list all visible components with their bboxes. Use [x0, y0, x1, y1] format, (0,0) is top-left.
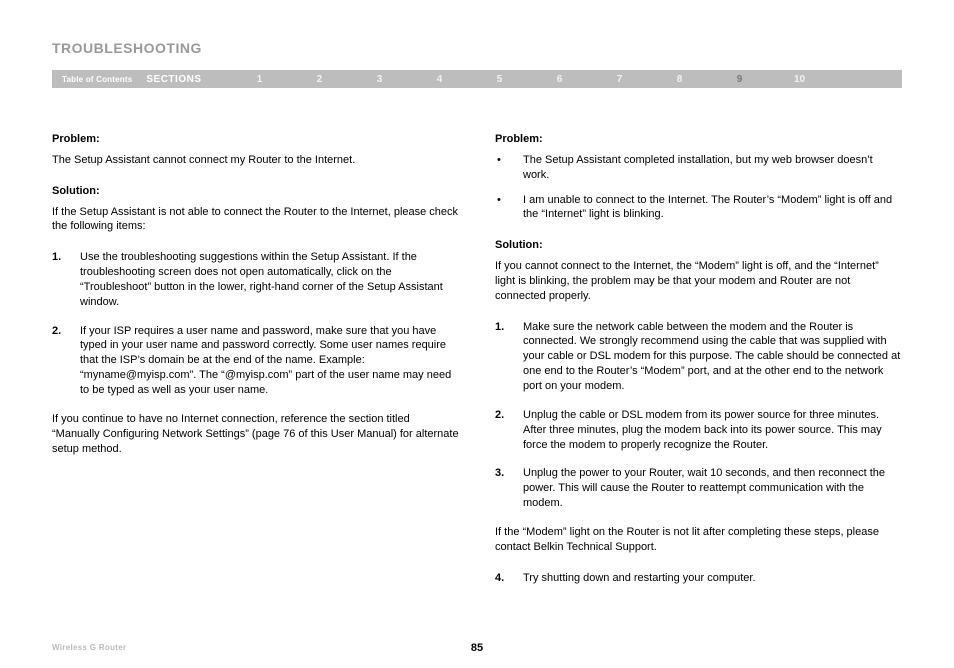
problem-heading: Problem:	[495, 132, 902, 147]
nav-section-4[interactable]: 4	[410, 74, 470, 85]
item-text: Unplug the cable or DSL modem from its p…	[523, 408, 902, 453]
sections-label: SECTIONS	[146, 74, 229, 85]
solution-list: 1. Make sure the network cable between t…	[495, 320, 902, 511]
right-column: Problem: • The Setup Assistant completed…	[495, 132, 902, 599]
item-text: Unplug the power to your Router, wait 10…	[523, 466, 902, 511]
page-footer: Wireless G Router 85	[52, 643, 902, 652]
page-title: TROUBLESHOOTING	[52, 40, 902, 56]
solution-intro: If you cannot connect to the Internet, t…	[495, 259, 902, 304]
nav-section-10[interactable]: 10	[770, 74, 830, 85]
solution-heading: Solution:	[495, 238, 902, 253]
list-item: 1. Make sure the network cable between t…	[495, 320, 902, 394]
nav-section-8[interactable]: 8	[650, 74, 710, 85]
bullet-text: The Setup Assistant completed installati…	[523, 153, 902, 183]
item-text: Use the troubleshooting suggestions with…	[80, 250, 459, 309]
list-item: 2. If your ISP requires a user name and …	[52, 324, 459, 398]
section-navbar: Table of Contents SECTIONS 1 2 3 4 5 6 7…	[52, 70, 902, 88]
item-text: Make sure the network cable between the …	[523, 320, 902, 394]
item-text: If your ISP requires a user name and pas…	[80, 324, 459, 398]
item-number: 4.	[495, 571, 523, 586]
problem-text: The Setup Assistant cannot connect my Ro…	[52, 153, 459, 168]
bullet-icon: •	[495, 193, 523, 223]
product-name: Wireless G Router	[52, 643, 126, 652]
nav-section-2[interactable]: 2	[290, 74, 350, 85]
nav-section-5[interactable]: 5	[470, 74, 530, 85]
problem-heading: Problem:	[52, 132, 459, 147]
toc-link[interactable]: Table of Contents	[52, 75, 146, 84]
list-item: 2. Unplug the cable or DSL modem from it…	[495, 408, 902, 453]
nav-section-6[interactable]: 6	[530, 74, 590, 85]
nav-section-3[interactable]: 3	[350, 74, 410, 85]
problem-bullets: • The Setup Assistant completed installa…	[495, 153, 902, 222]
left-column: Problem: The Setup Assistant cannot conn…	[52, 132, 459, 599]
bullet-item: • The Setup Assistant completed installa…	[495, 153, 902, 183]
bullet-text: I am unable to connect to the Internet. …	[523, 193, 902, 223]
solution-intro: If the Setup Assistant is not able to co…	[52, 205, 459, 235]
list-item: 4. Try shutting down and restarting your…	[495, 571, 902, 586]
page-number: 85	[471, 642, 483, 654]
list-item: 1. Use the troubleshooting suggestions w…	[52, 250, 459, 309]
solution-list: 1. Use the troubleshooting suggestions w…	[52, 250, 459, 398]
solution-list-continued: 4. Try shutting down and restarting your…	[495, 571, 902, 586]
item-number: 1.	[495, 320, 523, 394]
item-number: 2.	[52, 324, 80, 398]
solution-outro: If the “Modem” light on the Router is no…	[495, 525, 902, 555]
solution-outro: If you continue to have no Internet conn…	[52, 412, 459, 457]
nav-section-1[interactable]: 1	[230, 74, 290, 85]
bullet-item: • I am unable to connect to the Internet…	[495, 193, 902, 223]
list-item: 3. Unplug the power to your Router, wait…	[495, 466, 902, 511]
item-number: 3.	[495, 466, 523, 511]
bullet-icon: •	[495, 153, 523, 183]
content-columns: Problem: The Setup Assistant cannot conn…	[52, 132, 902, 599]
item-number: 1.	[52, 250, 80, 309]
nav-section-7[interactable]: 7	[590, 74, 650, 85]
nav-section-9[interactable]: 9	[710, 74, 770, 85]
solution-heading: Solution:	[52, 184, 459, 199]
item-number: 2.	[495, 408, 523, 453]
item-text: Try shutting down and restarting your co…	[523, 571, 902, 586]
